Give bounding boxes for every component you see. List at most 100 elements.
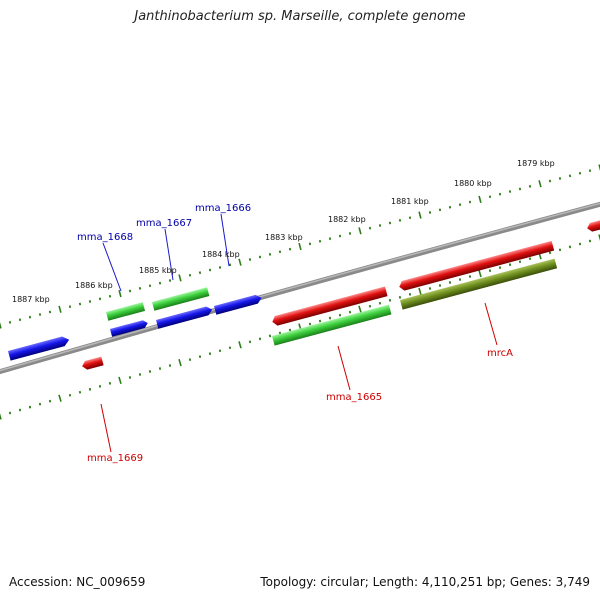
ruler-minor-tick <box>578 242 582 246</box>
ruler-minor-tick <box>18 318 22 322</box>
ruler-label: 1884 kbp <box>202 250 240 259</box>
ruler-minor-tick <box>558 248 562 252</box>
ruler-major-tick <box>358 305 362 313</box>
ruler-minor-tick <box>268 334 272 338</box>
ruler-minor-tick <box>588 169 592 173</box>
ruler-label: 1885 kbp <box>139 266 177 275</box>
ruler-minor-tick <box>28 405 32 409</box>
gene-label-mma_1666[interactable]: mma_1666 <box>195 203 251 214</box>
ruler-major-tick <box>538 180 542 188</box>
ruler-minor-tick <box>158 281 162 285</box>
ruler-minor-tick <box>8 411 12 415</box>
accession-text: Accession: NC_009659 <box>9 575 146 589</box>
gene-feature-mma_1665[interactable] <box>272 304 392 346</box>
ruler-minor-tick <box>328 316 332 320</box>
ruler-minor-tick <box>28 315 32 319</box>
ruler-minor-tick <box>568 245 572 249</box>
ruler-minor-tick <box>578 171 582 175</box>
ruler-minor-tick <box>318 319 322 323</box>
ruler-minor-tick <box>208 268 212 272</box>
gene-feature-mma_1667[interactable] <box>156 305 213 329</box>
ruler-minor-tick <box>78 302 82 306</box>
ruler-minor-tick <box>88 300 92 303</box>
genome-backbone-highlight <box>0 202 600 372</box>
ruler-major-tick <box>418 287 422 296</box>
ruler-minor-tick <box>388 298 392 302</box>
ruler-minor-tick <box>158 367 162 370</box>
leader-mma_1668 <box>102 242 122 292</box>
ruler-minor-tick <box>218 266 222 269</box>
ruler-minor-tick <box>18 408 22 412</box>
ruler-minor-tick <box>278 331 282 335</box>
leader-mrcA <box>484 302 498 346</box>
gene-label-mrcA[interactable]: mrcA <box>487 348 513 359</box>
gene-label-mma_1668[interactable]: mma_1668 <box>77 232 133 243</box>
gene-feature[interactable] <box>81 356 104 371</box>
ruler-labels: 1887 kbp 1886 kbp 1885 kbp 1884 kbp 1883… <box>12 159 555 304</box>
gene-feature[interactable] <box>271 286 388 326</box>
leader-mma_1669 <box>100 403 112 453</box>
gene-feature-mma_1668[interactable] <box>110 319 149 337</box>
ruler-minor-tick <box>438 284 442 287</box>
ruler-minor-tick <box>308 322 312 326</box>
gene-feature[interactable] <box>152 287 210 311</box>
ruler-minor-tick <box>408 292 412 296</box>
ruler-minor-tick <box>128 376 132 379</box>
ruler-minor-tick <box>98 384 102 388</box>
ruler-minor-tick <box>368 304 372 308</box>
leader-mma_1666 <box>220 213 230 267</box>
ruler-minor-tick <box>318 239 322 243</box>
ruler-minor-tick <box>68 393 72 397</box>
ruler-major-tick <box>0 321 2 329</box>
ruler-minor-tick <box>138 373 142 376</box>
genome-backbone <box>0 201 600 375</box>
ruler-minor-tick <box>518 260 522 264</box>
leader-mma_1667 <box>164 228 174 281</box>
ruler-minor-tick <box>378 301 382 305</box>
ruler-minor-tick <box>48 399 52 403</box>
ruler-minor-tick <box>258 337 262 341</box>
ruler-label: 1880 kbp <box>454 179 492 188</box>
ruler-minor-tick <box>388 221 392 225</box>
ruler-minor-tick <box>168 364 172 367</box>
gene-label-mma_1665[interactable]: mma_1665 <box>326 392 382 403</box>
gene-feature[interactable] <box>586 218 600 233</box>
ruler-minor-tick <box>288 247 292 251</box>
ruler-minor-tick <box>398 295 402 299</box>
ruler-minor-tick <box>258 255 262 259</box>
ruler-minor-tick <box>448 281 452 284</box>
ruler-minor-tick <box>528 184 532 188</box>
ruler-major-tick <box>118 289 122 298</box>
ruler-major-tick <box>118 376 122 385</box>
gene-label-mma_1669[interactable]: mma_1669 <box>87 453 143 464</box>
ruler-major-tick <box>598 164 600 172</box>
ruler-minor-tick <box>38 402 42 406</box>
ruler-minor-tick <box>368 226 372 230</box>
gene-feature[interactable] <box>106 302 146 321</box>
ruler-minor-tick <box>288 328 292 332</box>
ruler-minor-tick <box>48 310 52 314</box>
ruler-minor-tick <box>128 289 132 293</box>
ruler-minor-tick <box>248 340 252 344</box>
ruler-minor-tick <box>248 258 252 261</box>
ruler-minor-tick <box>468 275 472 278</box>
gene-feature[interactable] <box>398 240 555 292</box>
ruler-minor-tick <box>338 234 342 238</box>
ruler-minor-tick <box>228 263 232 267</box>
ruler-label: 1887 kbp <box>12 295 50 304</box>
ruler-minor-tick <box>78 390 82 394</box>
gene-label-mma_1667[interactable]: mma_1667 <box>136 218 192 229</box>
gene-feature-mrcA[interactable] <box>400 258 558 310</box>
ruler-major-tick <box>58 305 62 313</box>
ruler-major-tick <box>238 258 242 266</box>
ruler-minor-tick <box>428 211 432 214</box>
gene-feature[interactable] <box>8 335 70 361</box>
ruler-label: 1879 kbp <box>517 159 555 168</box>
ruler-minor-tick <box>568 174 572 178</box>
ruler-major-tick <box>178 274 182 282</box>
ruler-major-tick <box>238 341 242 349</box>
ruler-minor-tick <box>458 203 462 207</box>
ruler-minor-tick <box>168 279 172 282</box>
gene-feature-mma_1666[interactable] <box>214 294 263 315</box>
